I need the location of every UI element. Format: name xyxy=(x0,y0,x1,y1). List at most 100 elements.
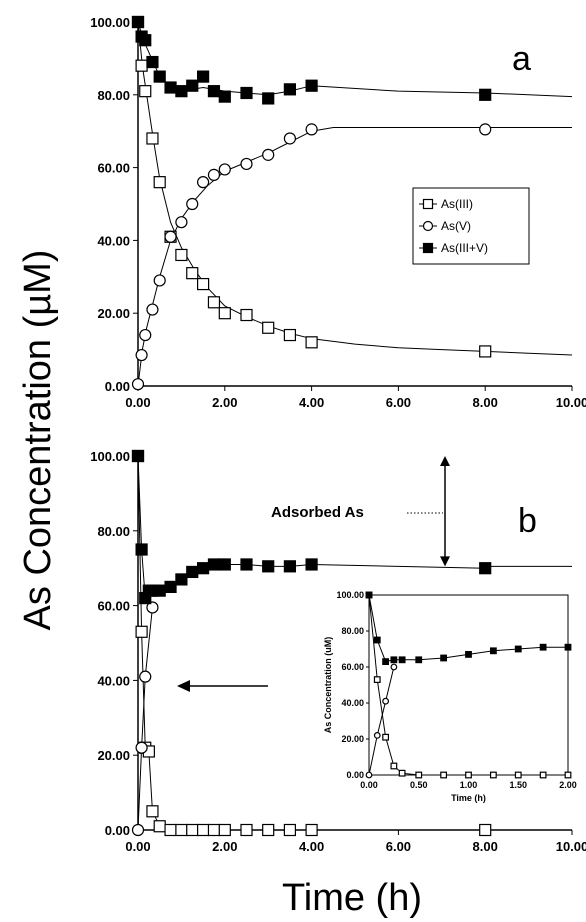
data-point xyxy=(415,771,423,779)
x-tick-label: 0.50 xyxy=(410,780,428,790)
series-as-iii- xyxy=(131,15,492,358)
data-point xyxy=(479,823,492,837)
x-tick-label: 1.50 xyxy=(509,780,527,790)
series-line-as-v- xyxy=(137,607,153,831)
data-point xyxy=(283,328,296,342)
data-point xyxy=(398,656,406,664)
y-tick-label: 40.00 xyxy=(97,233,130,248)
y-tick-label: 100.00 xyxy=(90,449,130,464)
data-point xyxy=(186,565,199,579)
x-tick-label: 4.00 xyxy=(299,395,324,410)
panel-label: a xyxy=(512,40,531,78)
data-point xyxy=(262,92,275,105)
annotation-adsorbed-as: Adsorbed As xyxy=(271,504,364,521)
data-point xyxy=(283,132,296,145)
data-point xyxy=(283,83,296,96)
series-as-v- xyxy=(131,123,492,391)
data-point xyxy=(539,771,547,779)
data-point xyxy=(514,645,522,653)
x-tick-label: 2.00 xyxy=(559,780,577,790)
legend-entry: As(V) xyxy=(419,219,471,233)
data-point xyxy=(207,85,221,98)
panel-label: b xyxy=(518,502,537,540)
data-point xyxy=(262,560,275,573)
data-point xyxy=(283,823,296,837)
data-point xyxy=(262,823,275,837)
data-point xyxy=(131,449,145,463)
x-tick-label: 6.00 xyxy=(386,395,411,410)
data-point xyxy=(373,732,381,739)
data-point xyxy=(479,562,492,575)
x-axis-title: Time (h) xyxy=(282,877,422,919)
data-point xyxy=(415,656,423,664)
x-tick-label: 0.00 xyxy=(360,780,378,790)
data-point xyxy=(465,650,472,658)
data-point xyxy=(479,123,492,136)
data-point xyxy=(240,558,253,571)
data-point xyxy=(153,176,166,189)
x-tick-label: 8.00 xyxy=(473,839,498,854)
data-point xyxy=(146,601,159,614)
y-tick-label: 60.00 xyxy=(341,662,364,672)
data-point xyxy=(197,823,210,837)
series-as-iii-v- xyxy=(365,591,572,665)
inset-y-label: As Concentration (uM) xyxy=(323,637,333,734)
series-as-v- xyxy=(131,601,159,837)
legend: As(III) As(V) As(III+V) xyxy=(412,187,530,265)
data-point xyxy=(197,70,210,83)
data-point xyxy=(382,697,390,705)
x-tick-label: 0.00 xyxy=(125,839,150,854)
data-point xyxy=(218,558,231,571)
data-point xyxy=(207,558,221,571)
data-point xyxy=(365,771,373,779)
data-point xyxy=(218,163,231,176)
panel-inset: 0.00 20.00 40.00 60.00 80.00 100.00 0.00 0.50 1.… xyxy=(323,590,577,803)
data-point xyxy=(489,647,497,655)
x-tick-label: 2.00 xyxy=(212,839,237,854)
y-tick-label: 20.00 xyxy=(341,734,364,744)
data-point xyxy=(135,348,148,362)
data-point xyxy=(390,663,398,671)
legend-marker xyxy=(422,242,434,254)
y-tick-label: 40.00 xyxy=(97,673,130,688)
legend-marker xyxy=(422,198,434,210)
data-point xyxy=(186,197,199,211)
legend-entry: As(III+V) xyxy=(419,241,488,255)
data-point xyxy=(197,562,210,575)
data-point xyxy=(514,771,522,779)
data-point xyxy=(139,670,152,683)
x-tick-label: 10.00 xyxy=(556,839,586,854)
fit-curve-as-iii-v- xyxy=(137,21,573,98)
data-point xyxy=(305,558,318,571)
y-tick-label: 20.00 xyxy=(97,748,130,763)
data-point xyxy=(365,591,373,599)
data-point xyxy=(186,79,199,92)
data-point xyxy=(465,771,472,779)
y-tick-label: 80.00 xyxy=(97,88,130,103)
data-point xyxy=(164,823,177,837)
data-point xyxy=(139,328,152,342)
data-point xyxy=(479,88,492,101)
data-point xyxy=(153,584,166,597)
legend-label: As(III+V) xyxy=(441,241,488,255)
data-point xyxy=(139,34,152,47)
x-tick-label: 6.00 xyxy=(386,839,411,854)
data-point xyxy=(539,643,547,651)
legend-label: As(III) xyxy=(441,197,473,211)
adsorbed-arrow-head-down xyxy=(440,556,450,567)
data-point xyxy=(135,625,148,638)
data-point xyxy=(164,81,177,94)
data-point xyxy=(305,336,318,349)
data-point xyxy=(564,771,572,779)
data-point xyxy=(240,308,253,322)
y-tick-label: 60.00 xyxy=(97,599,130,614)
data-point xyxy=(207,296,221,309)
data-point xyxy=(262,148,275,161)
series-line-as-iii- xyxy=(368,594,568,776)
data-point xyxy=(218,823,231,837)
data-point xyxy=(153,274,166,287)
x-tick-label: 0.00 xyxy=(125,395,150,410)
x-tick-label: 1.00 xyxy=(460,780,478,790)
data-point xyxy=(440,654,448,662)
